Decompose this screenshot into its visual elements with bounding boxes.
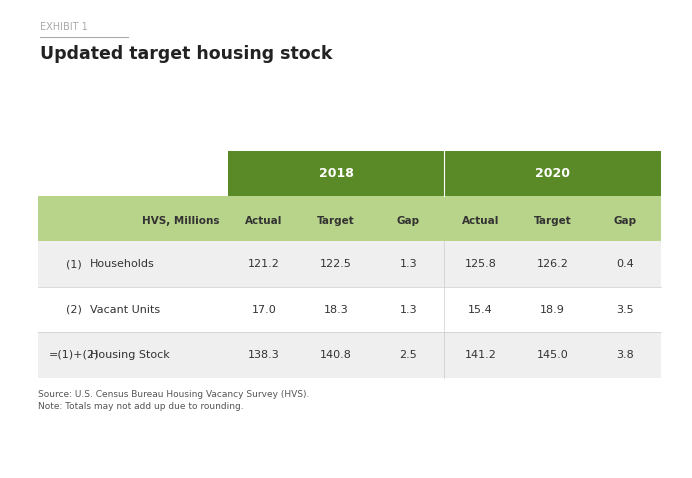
Text: 2018: 2018 xyxy=(319,167,354,180)
Text: Actual: Actual xyxy=(462,216,499,226)
Text: 2.5: 2.5 xyxy=(399,350,417,360)
Text: 1.3: 1.3 xyxy=(399,304,417,315)
Text: 17.0: 17.0 xyxy=(252,304,277,315)
Text: 3.8: 3.8 xyxy=(616,350,634,360)
Text: 140.8: 140.8 xyxy=(320,350,352,360)
Text: Updated target housing stock: Updated target housing stock xyxy=(40,45,333,64)
Text: Source: U.S. Census Bureau Housing Vacancy Survey (HVS).
Note: Totals may not ad: Source: U.S. Census Bureau Housing Vacan… xyxy=(38,390,309,412)
Text: 15.4: 15.4 xyxy=(468,304,493,315)
Text: 145.0: 145.0 xyxy=(537,350,569,360)
Text: 122.5: 122.5 xyxy=(320,259,352,269)
Text: (1): (1) xyxy=(66,259,82,269)
Text: (2): (2) xyxy=(66,304,82,315)
Text: 125.8: 125.8 xyxy=(464,259,496,269)
Text: 121.2: 121.2 xyxy=(248,259,280,269)
Text: EXHIBIT 1: EXHIBIT 1 xyxy=(40,22,88,32)
Text: HVS, Millions: HVS, Millions xyxy=(143,216,219,226)
Text: 2020: 2020 xyxy=(535,167,570,180)
Text: 1.3: 1.3 xyxy=(399,259,417,269)
Text: 18.3: 18.3 xyxy=(324,304,349,315)
Text: 138.3: 138.3 xyxy=(248,350,280,360)
Text: Gap: Gap xyxy=(397,216,420,226)
Text: 0.4: 0.4 xyxy=(616,259,634,269)
Text: Target: Target xyxy=(318,216,355,226)
Text: Housing Stock: Housing Stock xyxy=(90,350,170,360)
Text: 126.2: 126.2 xyxy=(537,259,569,269)
Text: Vacant Units: Vacant Units xyxy=(90,304,160,315)
Text: =(1)+(2): =(1)+(2) xyxy=(49,350,99,360)
Text: Households: Households xyxy=(90,259,155,269)
Text: Gap: Gap xyxy=(613,216,637,226)
Text: 18.9: 18.9 xyxy=(540,304,565,315)
Text: Actual: Actual xyxy=(246,216,283,226)
Text: Target: Target xyxy=(534,216,572,226)
Text: 3.5: 3.5 xyxy=(616,304,634,315)
Text: 141.2: 141.2 xyxy=(464,350,496,360)
